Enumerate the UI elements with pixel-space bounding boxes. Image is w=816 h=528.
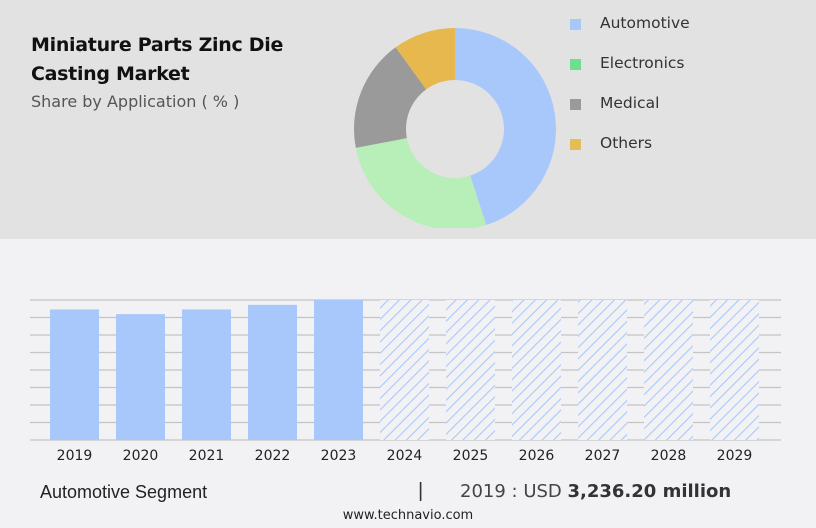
legend-label: Automotive [600, 14, 690, 32]
legend-label: Electronics [600, 54, 685, 72]
footer-amount: 3,236.20 million [567, 481, 732, 502]
legend-swatch-electronics [570, 59, 581, 70]
forecast-bar-2027 [578, 300, 627, 440]
x-tick-label: 2022 [255, 448, 291, 464]
x-tick-label: 2026 [519, 448, 555, 464]
x-tick-label: 2027 [585, 448, 621, 464]
donut-chart [354, 28, 556, 228]
forecast-bar-2026 [512, 300, 561, 440]
forecast-bar-2024 [380, 300, 429, 440]
x-tick-label: 2025 [453, 448, 489, 464]
donut-slice-medical [354, 47, 427, 148]
bar-2023 [314, 300, 363, 440]
footer-year-label: 2019 : USD [460, 481, 568, 502]
x-tick-label: 2029 [717, 448, 753, 464]
legend-label: Medical [600, 94, 660, 112]
legend-swatch-others [570, 139, 581, 150]
chart-subtitle: Share by Application ( % ) [31, 92, 240, 111]
x-tick-label: 2024 [387, 448, 423, 464]
x-tick-label: 2021 [189, 448, 225, 464]
legend-label: Others [600, 134, 653, 152]
forecast-bar-2029 [710, 300, 759, 440]
donut-slice-electronics [355, 138, 487, 228]
footer-value: 2019 : USD 3,236.20 million [460, 481, 731, 502]
x-tick-label: 2028 [651, 448, 687, 464]
donut-slice-others [395, 28, 455, 90]
legend-swatch-automotive [570, 19, 581, 30]
bar-2020 [116, 314, 165, 440]
donut-slice-automotive [455, 28, 556, 226]
bar-2022 [248, 304, 297, 440]
legend-item-electronics[interactable]: Electronics [570, 52, 810, 76]
legend-swatch-medical [570, 99, 581, 110]
footer-separator: | [418, 480, 424, 502]
chart-title: Miniature Parts Zinc Die Casting Market [31, 34, 284, 85]
bar-chart: 2019 2020 2021 2022 2023 2024 2025 2026 2027 2028… [30, 299, 781, 464]
x-tick-label: 2023 [321, 448, 357, 464]
bar-2019 [50, 309, 99, 440]
forecast-bar-2025 [446, 300, 495, 440]
bar-2021 [182, 309, 231, 440]
footer-segment-label: Automotive Segment [40, 482, 208, 502]
legend-item-automotive[interactable]: Automotive [570, 12, 810, 36]
footer-url[interactable]: www.technavio.com [342, 508, 474, 523]
x-tick-label: 2020 [123, 448, 159, 464]
legend-item-medical[interactable]: Medical [570, 92, 810, 116]
x-tick-label: 2019 [57, 448, 93, 464]
forecast-bar-2028 [644, 300, 693, 440]
legend-item-others[interactable]: Others [570, 132, 810, 156]
